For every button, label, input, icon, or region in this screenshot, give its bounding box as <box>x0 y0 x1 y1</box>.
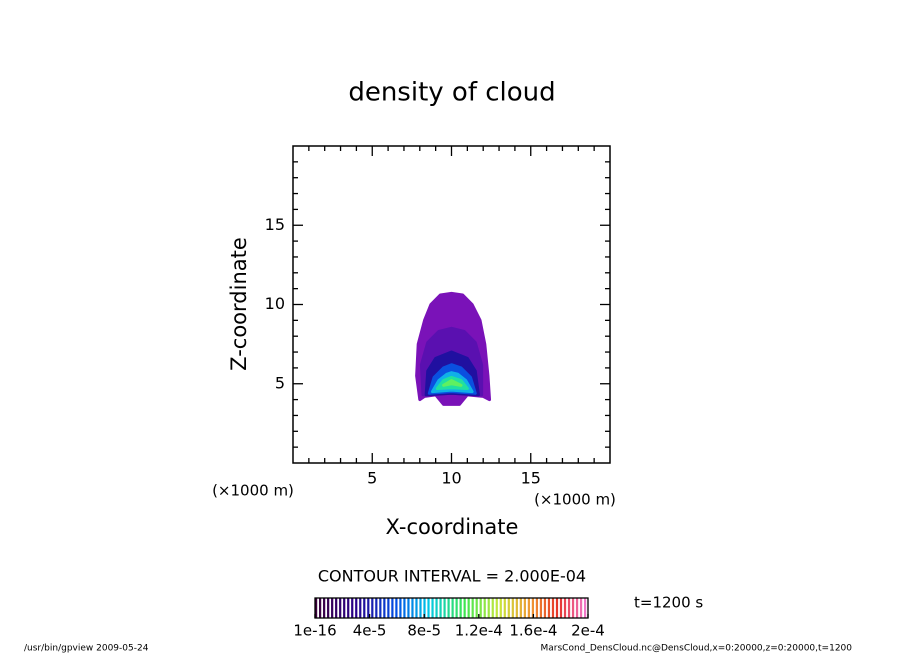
colorbar-stripe <box>387 598 390 618</box>
colorbar-stripe <box>563 598 567 618</box>
colorbar-stripe <box>507 598 510 618</box>
colorbar-stripe <box>475 598 478 618</box>
colorbar-stripe <box>419 598 422 618</box>
colorbar-stripe <box>367 598 370 618</box>
colorbar-stripe <box>339 598 342 618</box>
colorbar-stripe <box>447 598 450 618</box>
colorbar-stripe <box>575 598 579 618</box>
colorbar-stripe <box>335 598 338 618</box>
colorbar-stripe <box>547 598 551 618</box>
colorbar-stripe <box>451 598 454 618</box>
colorbar-stripe <box>403 598 406 618</box>
colorbar-stripe <box>443 598 446 618</box>
colorbar-stripe <box>383 598 386 618</box>
colorbar-stripe <box>411 598 414 618</box>
footer-left: /usr/bin/gpview 2009-05-24 <box>24 644 149 654</box>
x-tick-label: 5 <box>367 469 377 488</box>
colorbar-stripe <box>363 598 366 618</box>
colorbar-stripe <box>415 598 418 618</box>
colorbar-tick-label: 1.6e-4 <box>509 622 557 640</box>
colorbar-stripe <box>515 598 518 618</box>
colorbar-tick-label: 1e-16 <box>293 622 336 640</box>
y-tick-label: 5 <box>275 373 285 392</box>
colorbar-stripe <box>351 598 354 618</box>
colorbar-tick-label: 1.2e-4 <box>455 622 503 640</box>
colorbar-stripe <box>511 598 514 618</box>
colorbar-stripe <box>359 598 362 618</box>
colorbar-stripe <box>519 598 522 618</box>
colorbar-stripe <box>439 598 442 618</box>
colorbar-stripe <box>315 598 318 618</box>
colorbar-stripe <box>567 598 571 618</box>
colorbar-stripe <box>431 598 434 618</box>
colorbar-stripe <box>539 598 543 618</box>
y-axis-label: Z-coordinate <box>227 237 251 371</box>
colorbar-stripe <box>455 598 458 618</box>
colorbar-stripe <box>559 598 563 618</box>
y-tick-label: 15 <box>265 215 285 234</box>
colorbar-stripe <box>407 598 410 618</box>
colorbar-stripe <box>343 598 346 618</box>
colorbar-stripe <box>543 598 547 618</box>
colorbar-stripe <box>583 598 587 618</box>
colorbar-tick-label: 4e-5 <box>353 622 387 640</box>
chart-title: density of cloud <box>348 78 555 108</box>
x-axis-label: X-coordinate <box>386 515 519 539</box>
colorbar-stripe <box>571 598 575 618</box>
colorbar-tick-label: 8e-5 <box>407 622 441 640</box>
x-tick-label: 10 <box>441 469 461 488</box>
colorbar-stripe <box>331 598 334 618</box>
colorbar-stripe <box>379 598 382 618</box>
colorbar-stripe <box>479 598 482 618</box>
colorbar-stripe <box>531 598 535 618</box>
colorbar-stripe <box>487 598 490 618</box>
colorbar-stripe <box>423 598 426 618</box>
y-unit: (×1000 m) <box>212 482 294 500</box>
colorbar-stripe <box>347 598 350 618</box>
colorbar-frame <box>314 597 589 619</box>
colorbar-tick-label: 2e-4 <box>571 622 605 640</box>
colorbar-stripe <box>375 598 378 618</box>
colorbar-stripe <box>523 598 526 618</box>
colorbar-stripe <box>427 598 430 618</box>
colorbar-stripe <box>395 598 398 618</box>
colorbar-stripe <box>391 598 394 618</box>
colorbar-stripe <box>499 598 502 618</box>
colorbar-stripe <box>319 598 322 618</box>
y-tick-label: 10 <box>265 294 285 313</box>
contour-interval: CONTOUR INTERVAL = 2.000E-04 <box>318 567 586 586</box>
colorbar-stripe <box>527 598 530 618</box>
time-label: t=1200 s <box>634 594 703 612</box>
x-tick-label: 15 <box>521 469 541 488</box>
colorbar-stripe <box>371 598 374 618</box>
colorbar-stripe <box>399 598 402 618</box>
colorbar-stripe <box>495 598 498 618</box>
footer-right: MarsCond_DensCloud.nc@DensCloud,x=0:2000… <box>541 644 853 654</box>
colorbar-stripe <box>435 598 438 618</box>
colorbar-stripe <box>491 598 494 618</box>
colorbar-stripe <box>471 598 474 618</box>
colorbar-stripe <box>579 598 583 618</box>
colorbar-stripe <box>467 598 470 618</box>
x-unit: (×1000 m) <box>534 491 616 509</box>
colorbar-stripe <box>463 598 466 618</box>
colorbar-stripe <box>535 598 539 618</box>
contour-region <box>442 379 463 387</box>
colorbar-stripe <box>551 598 555 618</box>
colorbar-stripe <box>555 598 559 618</box>
colorbar-stripe <box>355 598 358 618</box>
colorbar-stripe <box>327 598 330 618</box>
colorbar-stripe <box>459 598 462 618</box>
colorbar-stripe <box>323 598 326 618</box>
colorbar-stripe <box>483 598 486 618</box>
colorbar-stripe <box>503 598 506 618</box>
